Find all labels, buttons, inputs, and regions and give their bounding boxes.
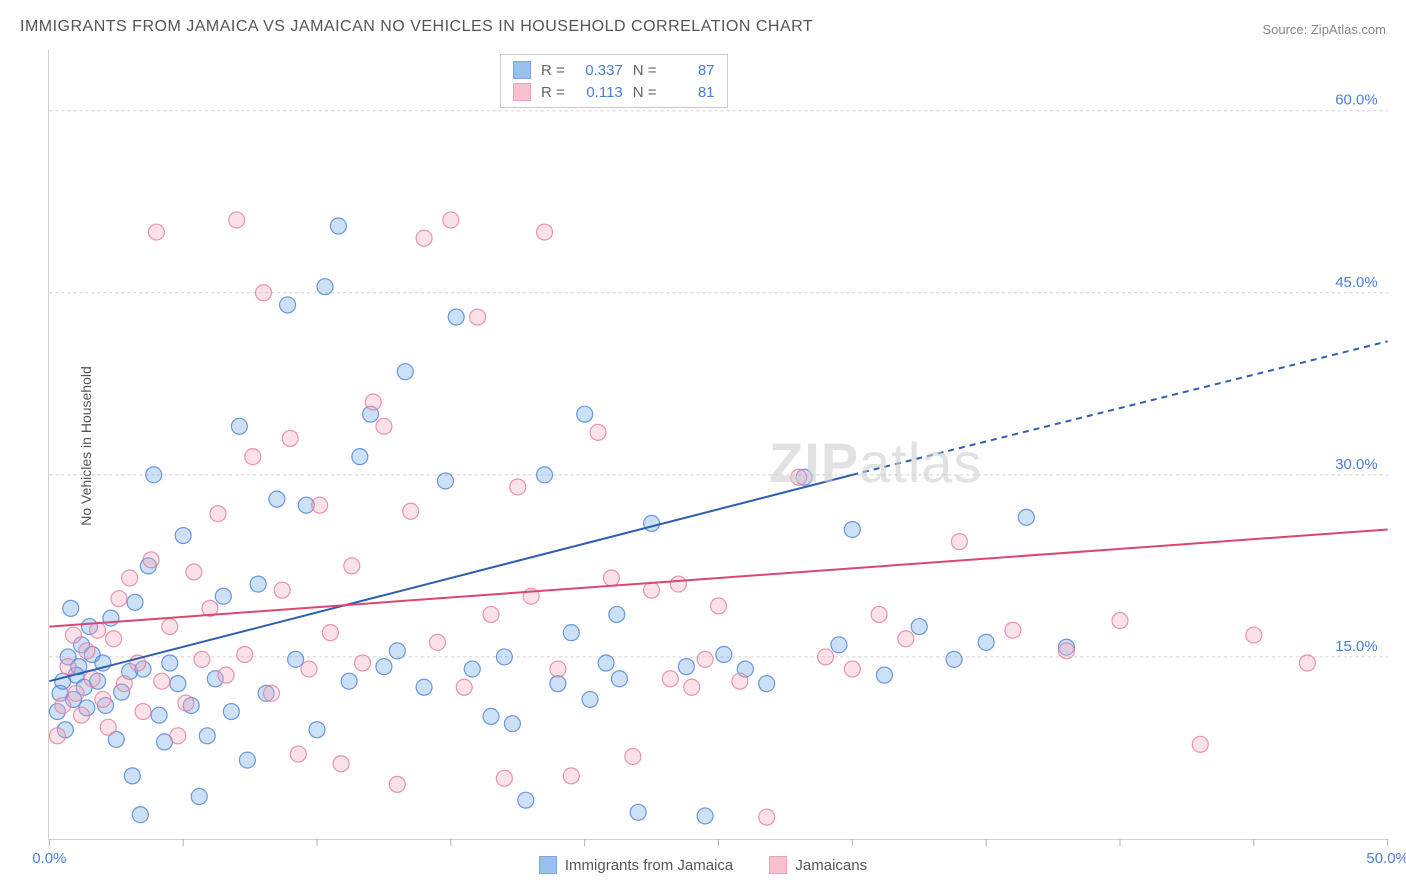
r-value-immigrants: 0.337 (575, 62, 623, 79)
n-label: N = (633, 62, 657, 79)
n-value-jamaicans: 81 (667, 84, 715, 101)
r-label: R = (541, 62, 565, 79)
n-label: N = (633, 84, 657, 101)
stats-legend-box: R = 0.337 N = 87 R = 0.113 N = 81 (500, 54, 728, 108)
svg-text:15.0%: 15.0% (1335, 638, 1377, 655)
legend-label-jamaicans: Jamaicans (795, 857, 867, 874)
svg-text:60.0%: 60.0% (1335, 92, 1377, 109)
source-attribution: Source: ZipAtlas.com (1262, 22, 1386, 37)
legend-label-immigrants: Immigrants from Jamaica (565, 857, 733, 874)
stats-row-jamaicans: R = 0.113 N = 81 (513, 81, 715, 103)
legend-item-immigrants: Immigrants from Jamaica (539, 856, 733, 874)
chart-title: IMMIGRANTS FROM JAMAICA VS JAMAICAN NO V… (20, 18, 813, 36)
swatch-jamaicans (769, 856, 787, 874)
bottom-legend: Immigrants from Jamaica Jamaicans (0, 856, 1406, 878)
svg-text:30.0%: 30.0% (1335, 456, 1377, 473)
plot-area: 15.0%30.0%45.0%60.0%0.0%50.0% ZIPatlas (48, 50, 1388, 840)
source-prefix: Source: (1262, 22, 1310, 37)
r-value-jamaicans: 0.113 (575, 84, 623, 101)
swatch-jamaicans (513, 83, 531, 101)
n-value-immigrants: 87 (667, 62, 715, 79)
source-link[interactable]: ZipAtlas.com (1311, 22, 1386, 37)
plot-svg: 15.0%30.0%45.0%60.0%0.0%50.0% (49, 50, 1388, 839)
svg-text:45.0%: 45.0% (1335, 274, 1377, 291)
r-label: R = (541, 84, 565, 101)
stats-row-immigrants: R = 0.337 N = 87 (513, 59, 715, 81)
swatch-immigrants (539, 856, 557, 874)
chart-container: IMMIGRANTS FROM JAMAICA VS JAMAICAN NO V… (0, 0, 1406, 892)
swatch-immigrants (513, 61, 531, 79)
legend-item-jamaicans: Jamaicans (769, 856, 867, 874)
